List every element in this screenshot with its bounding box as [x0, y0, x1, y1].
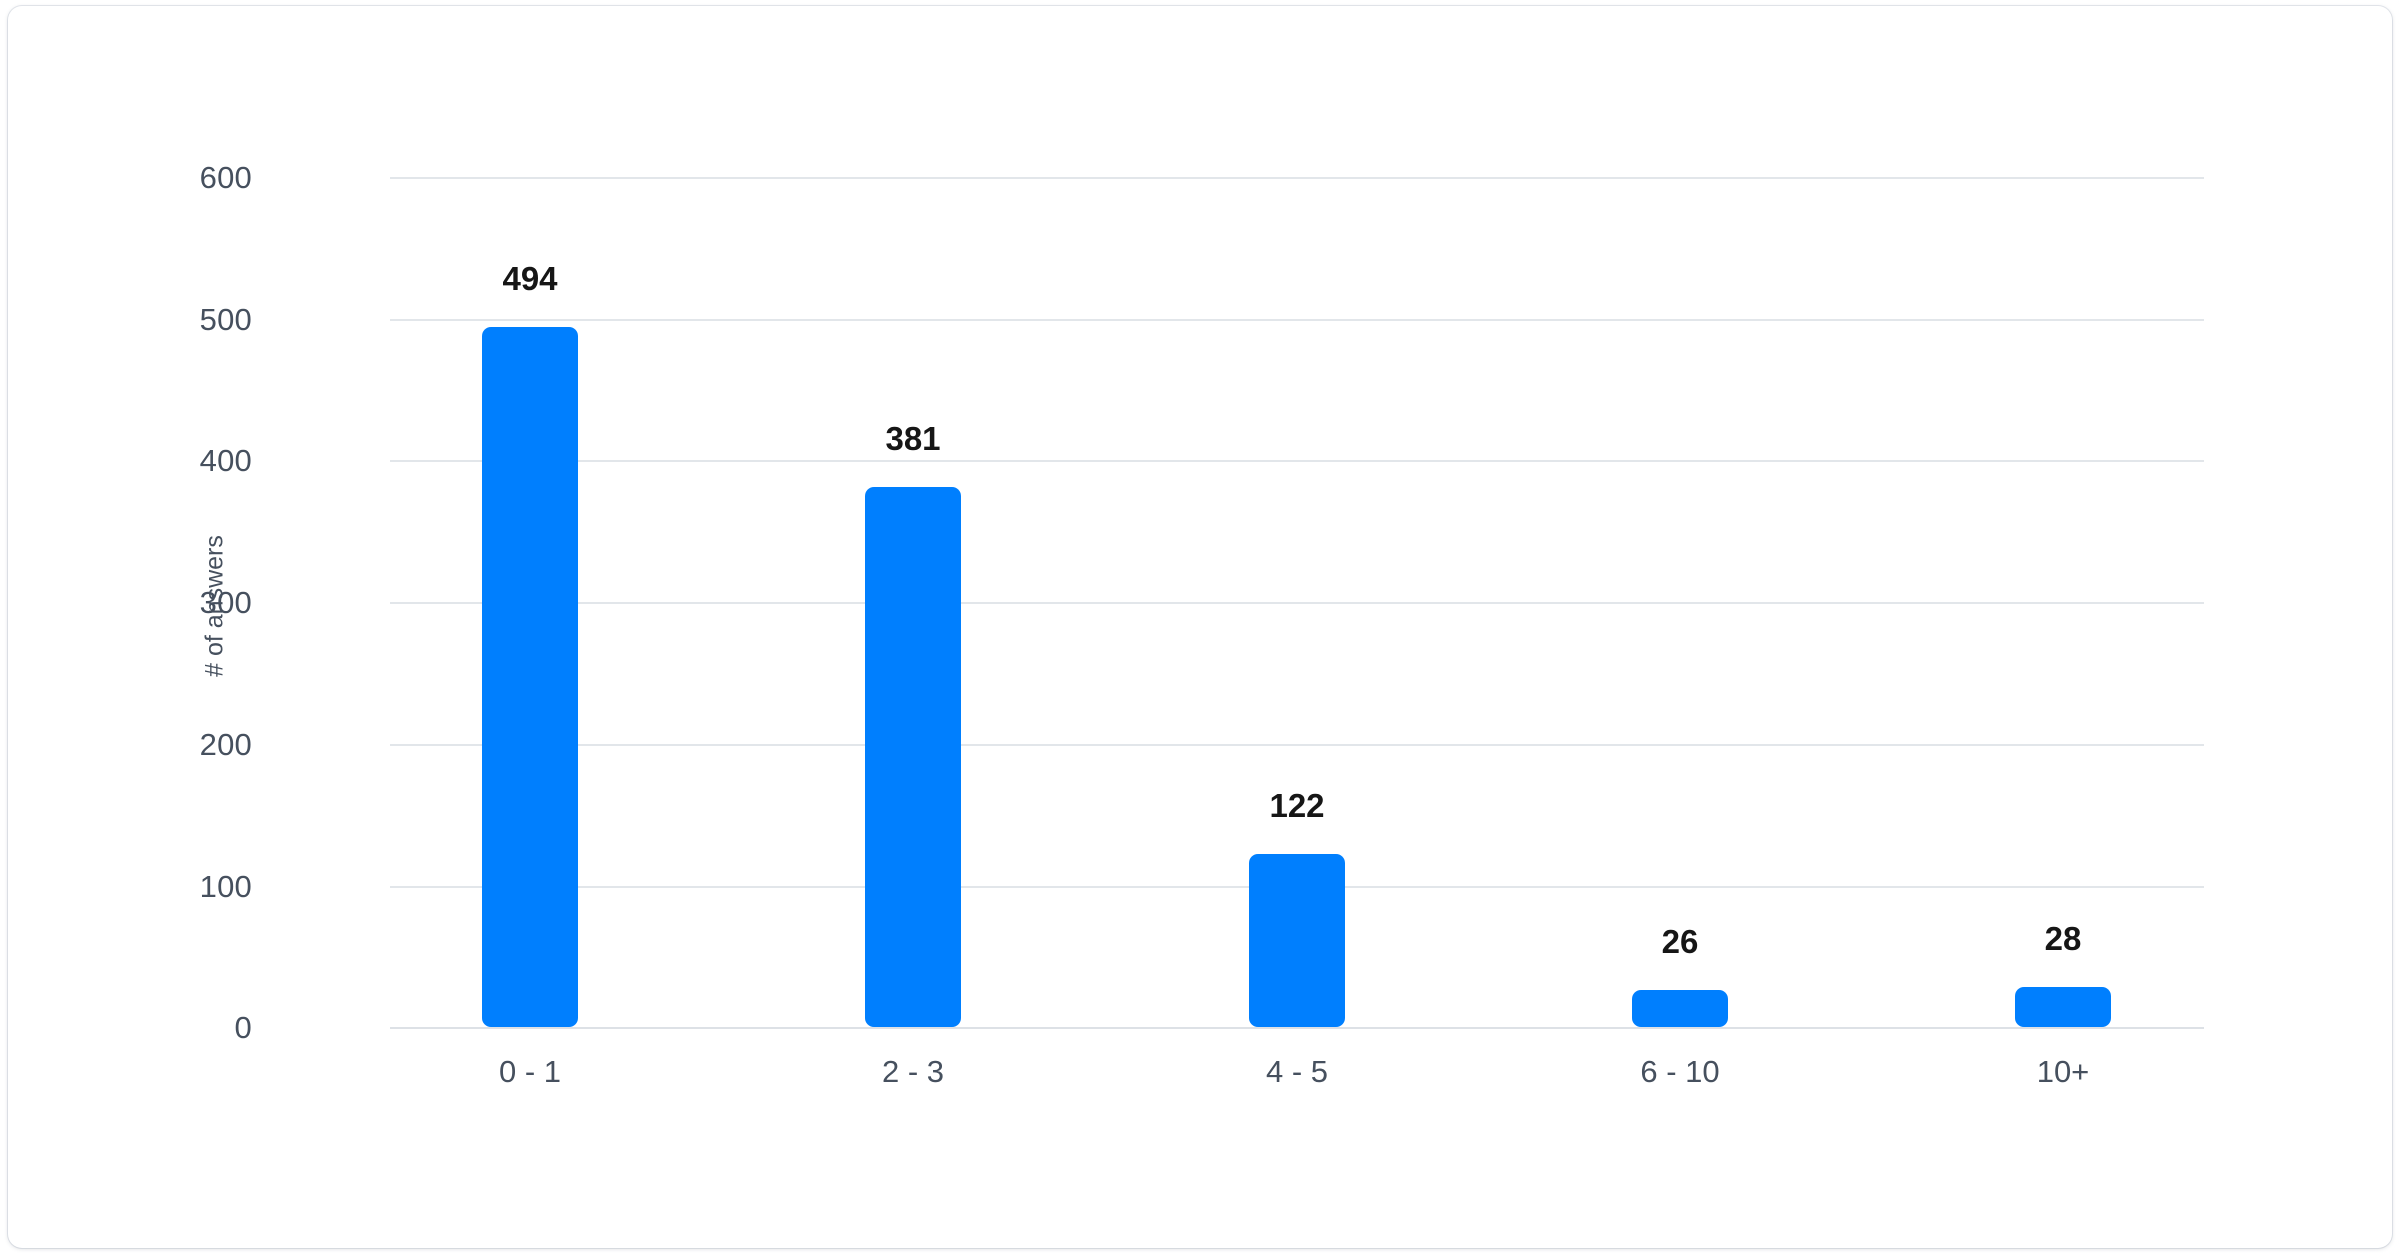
x-category-label: 0 - 1: [498, 1054, 562, 1089]
bar-6-10[interactable]: [1632, 990, 1728, 1027]
y-tick-label: 200: [199, 727, 252, 762]
bar-value-label: 494: [502, 260, 558, 297]
y-tick-label: 300: [199, 585, 252, 620]
bars: [8, 6, 2392, 1248]
y-tick-label: 100: [199, 869, 252, 904]
gridline-400: [390, 460, 2204, 462]
x-axis-categories: 0 - 1 2 - 3 4 - 5 6 - 10 10+: [8, 6, 2392, 1248]
y-tick-label: 0: [234, 1010, 252, 1045]
gridline-200: [390, 744, 2204, 746]
y-axis-ticks: 600 500 400 300 200 100 0: [8, 6, 2392, 1248]
bar-value-label: 122: [1269, 787, 1325, 824]
bar-value-label: 26: [1661, 923, 1699, 960]
bar-4-5[interactable]: [1249, 854, 1345, 1027]
bar-value-labels: 494 381 122 26 28: [8, 6, 2392, 1248]
gridline-300: [390, 602, 2204, 604]
gridline-500: [390, 319, 2204, 321]
y-tick-label: 500: [199, 302, 252, 337]
bar-0-1[interactable]: [482, 327, 578, 1027]
y-tick-label: 600: [199, 160, 252, 195]
bar-value-label: 28: [2044, 920, 2082, 957]
x-category-label: 4 - 5: [1265, 1054, 1329, 1089]
x-category-label: 6 - 10: [1640, 1054, 1720, 1089]
bar-chart: 600 500 400 300 200 100 0 # of answers 4…: [8, 6, 2392, 1248]
bar-value-label: 381: [885, 420, 941, 457]
gridline-600: [390, 177, 2204, 179]
y-tick-label: 400: [199, 443, 252, 478]
bar-10plus[interactable]: [2015, 987, 2111, 1027]
x-category-label: 10+: [2036, 1054, 2090, 1089]
bar-2-3[interactable]: [865, 487, 961, 1027]
gridline-0: [390, 1027, 2204, 1029]
x-category-label: 2 - 3: [881, 1054, 945, 1089]
chart-card: 600 500 400 300 200 100 0 # of answers 4…: [8, 6, 2392, 1248]
